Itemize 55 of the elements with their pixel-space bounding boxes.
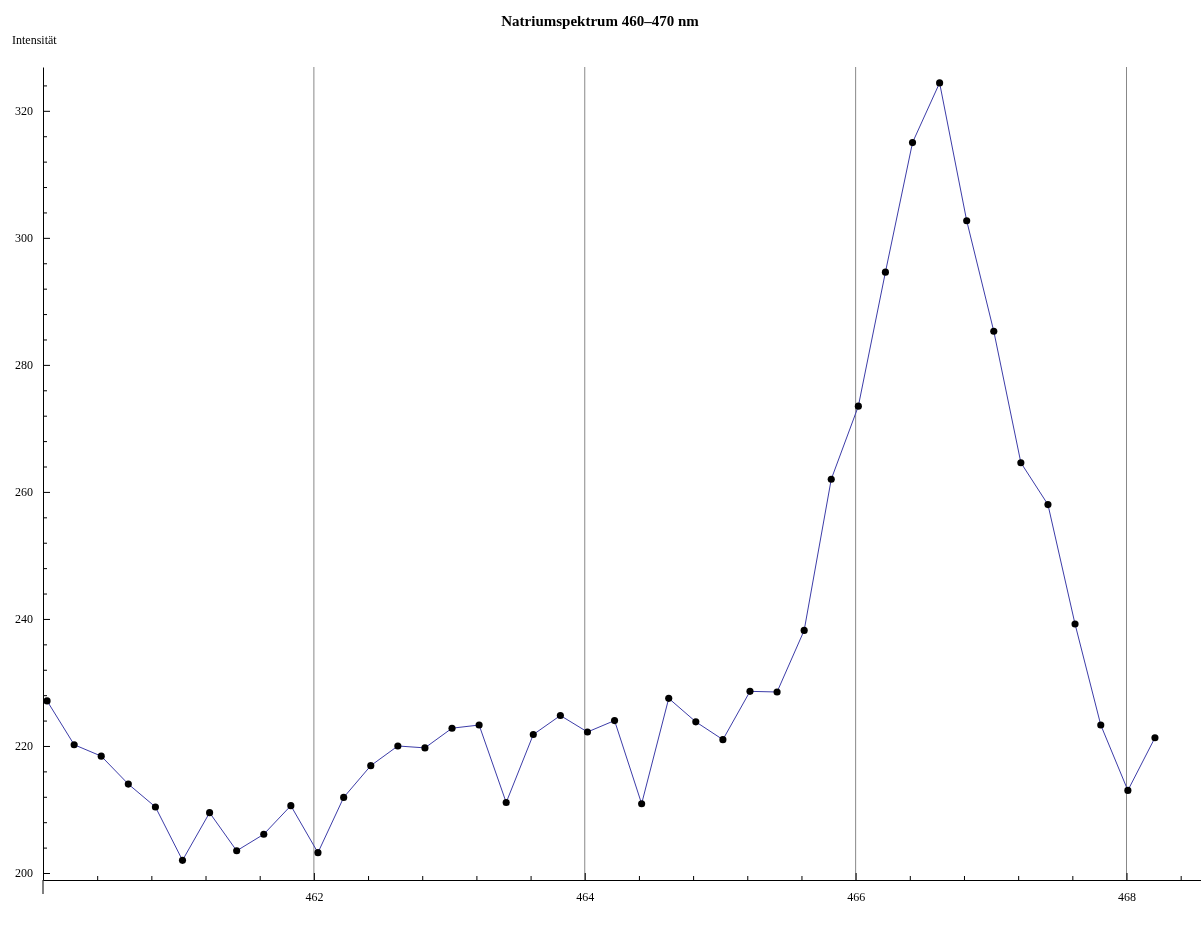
point	[448, 724, 456, 732]
point	[881, 268, 889, 276]
point	[367, 762, 375, 770]
point	[124, 780, 132, 788]
point	[719, 736, 727, 744]
point	[908, 139, 917, 147]
point	[43, 697, 51, 705]
point	[394, 742, 402, 750]
point	[1071, 620, 1079, 628]
point	[800, 626, 808, 634]
point	[827, 475, 835, 483]
point	[1044, 501, 1052, 509]
x-tick-label: 464	[576, 889, 595, 904]
point	[502, 798, 510, 807]
point	[692, 718, 700, 726]
y-tick-label: 220	[15, 739, 33, 754]
point	[475, 721, 483, 729]
y-tick-label: 240	[15, 612, 33, 627]
point	[1124, 786, 1132, 794]
point	[314, 849, 322, 857]
point	[1151, 734, 1159, 742]
point	[529, 730, 537, 739]
x-tick-label: 468	[1118, 889, 1137, 904]
point	[1097, 721, 1105, 729]
point	[1017, 459, 1025, 467]
point	[990, 327, 998, 335]
point	[206, 809, 214, 817]
point	[151, 803, 159, 811]
point	[665, 694, 673, 702]
point	[178, 856, 187, 864]
y-tick-label: 300	[15, 231, 33, 246]
point	[746, 687, 754, 695]
point	[773, 688, 781, 696]
point	[421, 744, 429, 752]
point	[854, 402, 862, 410]
y-tick-label: 320	[15, 104, 33, 119]
point	[638, 800, 646, 808]
point	[233, 847, 241, 855]
y-tick-label: 200	[15, 866, 33, 881]
y-axis-title: Intensität	[12, 33, 58, 47]
x-tick-label: 462	[305, 889, 324, 904]
point	[97, 752, 105, 760]
point	[287, 802, 295, 810]
point	[963, 217, 971, 225]
y-tick-label: 260	[15, 485, 33, 500]
point	[610, 717, 619, 725]
point	[583, 728, 592, 736]
point	[260, 830, 268, 838]
y-tick-label: 280	[15, 358, 33, 373]
point	[340, 793, 348, 801]
point	[556, 711, 564, 720]
point	[70, 741, 78, 749]
x-tick-label: 466	[847, 889, 866, 904]
point	[936, 79, 944, 87]
chart-title: Natriumspektrum 460–470 nm	[501, 13, 700, 29]
